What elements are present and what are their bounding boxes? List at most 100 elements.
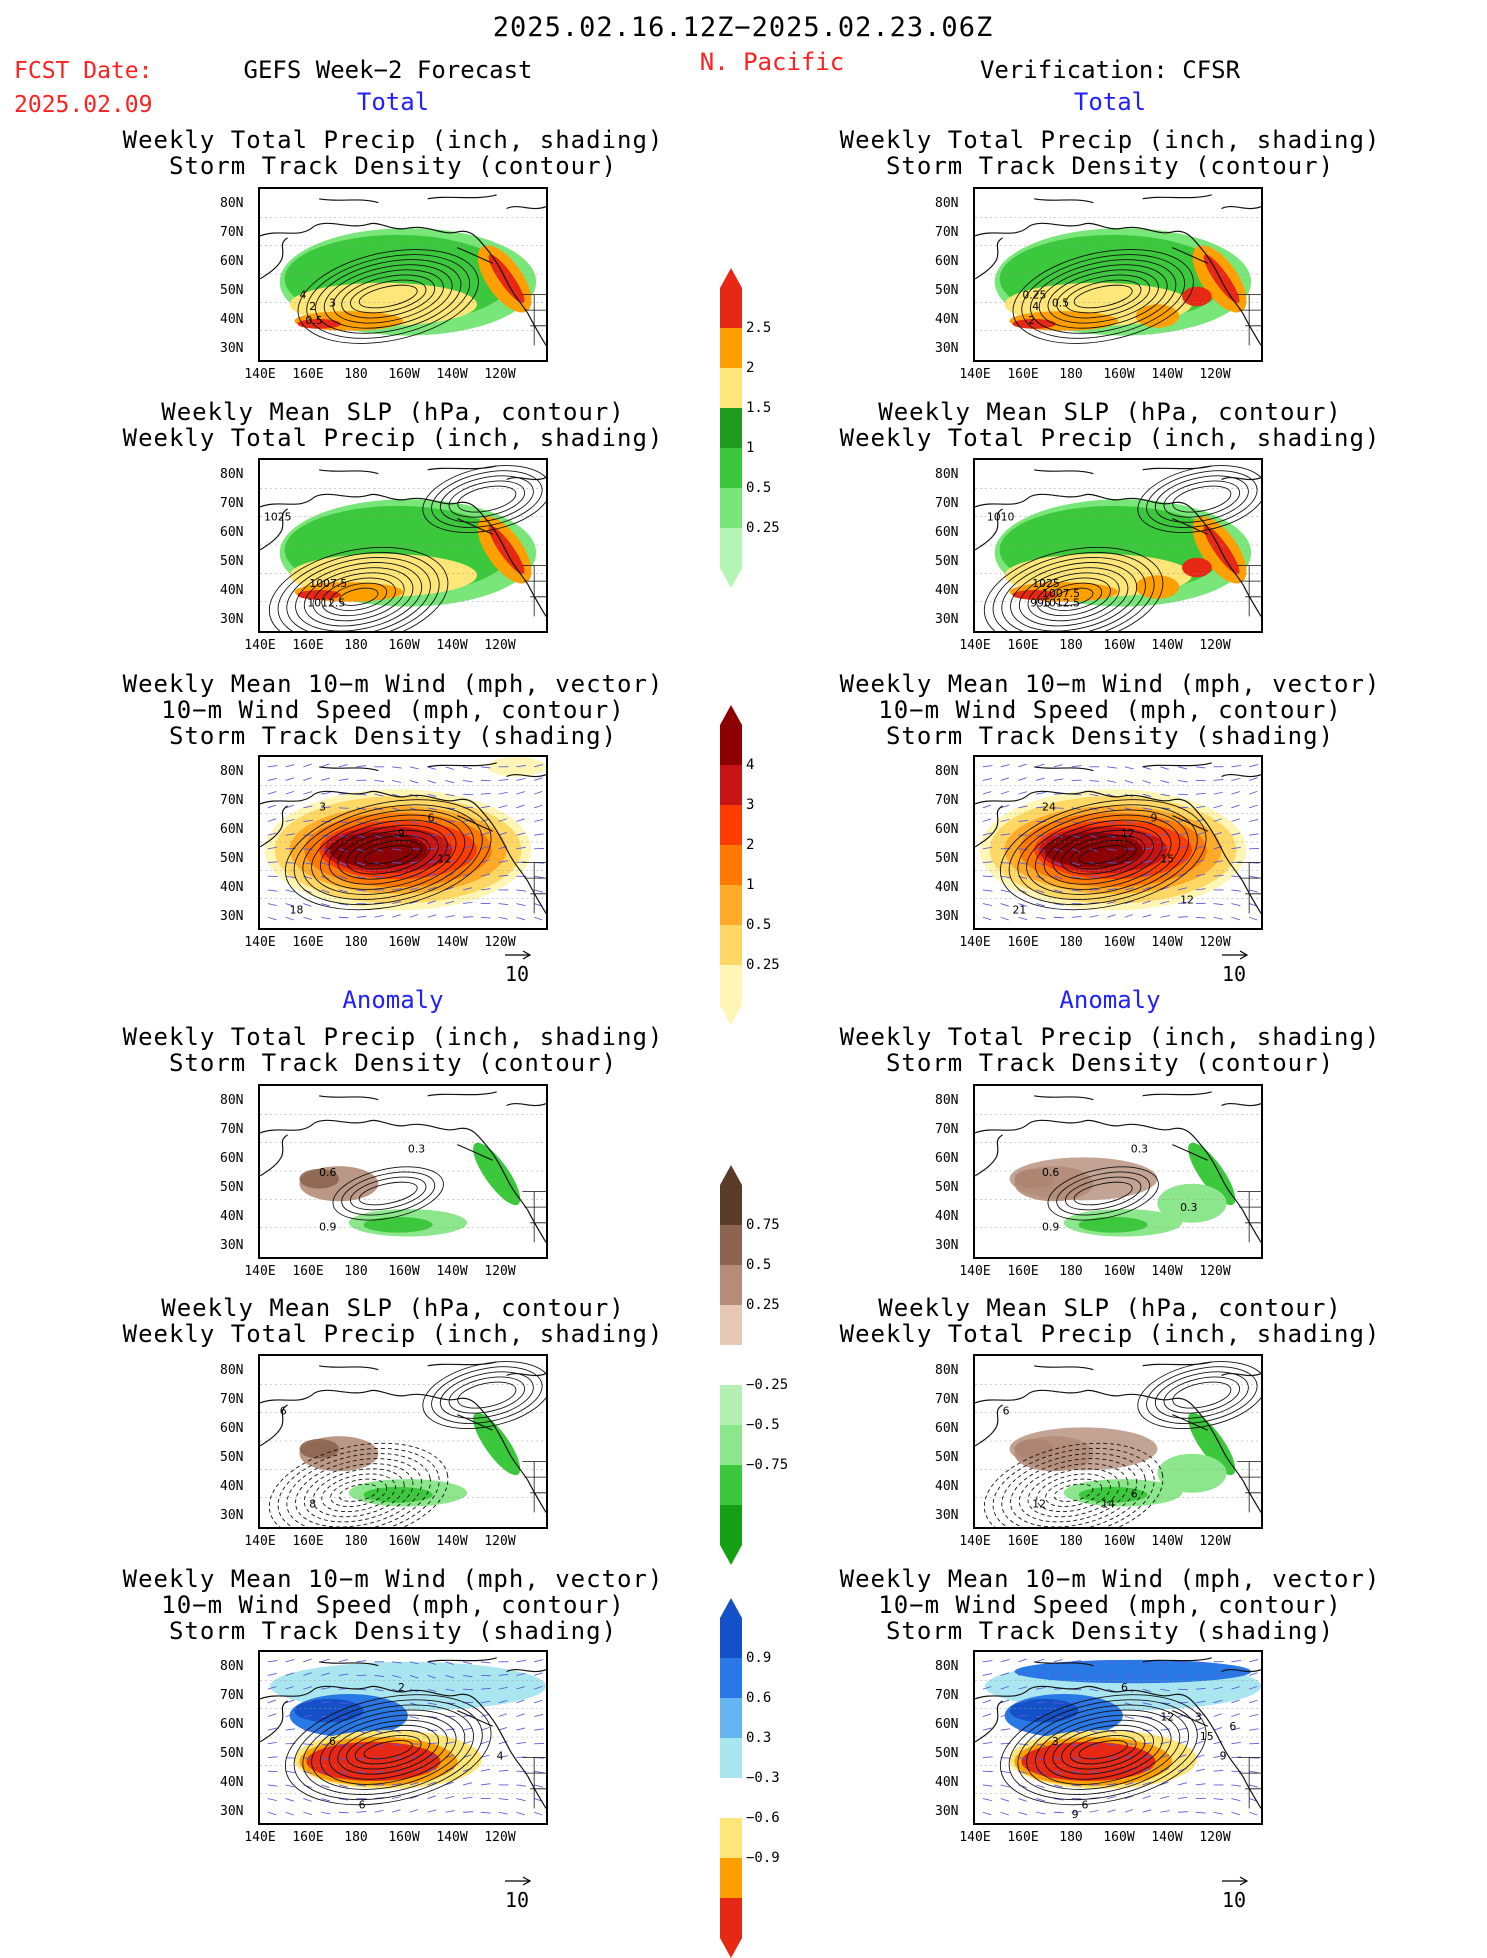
colorbar-swatch bbox=[720, 1225, 742, 1265]
section-label-total-left: Total bbox=[357, 90, 429, 114]
contour-label: 1007.5 bbox=[309, 577, 347, 590]
contour-label: 6 bbox=[359, 1798, 366, 1811]
lat-tick-label: 40N bbox=[935, 1210, 958, 1223]
lon-tick-label: 180 bbox=[344, 1265, 367, 1278]
contour-label: 0.9 bbox=[319, 1221, 336, 1234]
lat-tick-label: 40N bbox=[935, 881, 958, 894]
colorbar-arrow-bottom bbox=[720, 1005, 742, 1025]
colorbar-level-label: 0.25 bbox=[746, 1298, 780, 1312]
contour-label: 12 bbox=[1180, 894, 1194, 907]
lat-tick-label: 80N bbox=[220, 1094, 243, 1107]
lat-tick-label: 80N bbox=[220, 1364, 243, 1377]
lat-tick-label: 40N bbox=[935, 1776, 958, 1789]
contour-label: 0.3 bbox=[408, 1142, 425, 1155]
lat-tick-label: 30N bbox=[220, 1239, 243, 1252]
lat-tick-label: 30N bbox=[935, 613, 958, 626]
precip-anom-dark bbox=[299, 1439, 338, 1459]
contour-label: 6 bbox=[428, 812, 435, 825]
lat-tick-label: 60N bbox=[935, 526, 958, 539]
lat-tick-label: 50N bbox=[220, 284, 243, 297]
colorbar-level-label: 0.5 bbox=[746, 918, 771, 932]
panel-title-line: Weekly Total Precip (inch, shading) bbox=[123, 128, 664, 152]
lon-tick-label: 140W bbox=[436, 639, 467, 652]
lon-tick-label: 140E bbox=[959, 1265, 990, 1278]
lon-tick-label: 160E bbox=[1007, 368, 1038, 381]
lon-tick-label: 120W bbox=[484, 1265, 515, 1278]
panel-title-line: 10−m Wind Speed (mph, contour) bbox=[878, 698, 1341, 722]
lon-tick-label: 140E bbox=[959, 936, 990, 949]
lat-tick-label: 30N bbox=[935, 342, 958, 355]
lat-tick-label: 60N bbox=[220, 1718, 243, 1731]
contour-label: 9 bbox=[1151, 812, 1158, 825]
contour-label: 4 bbox=[1032, 300, 1039, 313]
lon-tick-label: 140W bbox=[1151, 1265, 1182, 1278]
lon-tick-label: 140E bbox=[959, 1535, 990, 1548]
colorbar-swatch bbox=[720, 1305, 742, 1345]
section-label-anomaly-left: Anomaly bbox=[342, 988, 443, 1012]
precip-shade-orange-2 bbox=[1136, 575, 1179, 598]
panel-title-line: Storm Track Density (shading) bbox=[886, 724, 1334, 748]
lon-tick-label: 160W bbox=[1103, 639, 1134, 652]
colorbar-arrow-top bbox=[720, 1598, 742, 1618]
vector-reference-arrow bbox=[1220, 948, 1250, 962]
lat-tick-label: 40N bbox=[220, 1776, 243, 1789]
lat-tick-label: 80N bbox=[935, 1364, 958, 1377]
lat-tick-label: 50N bbox=[220, 1747, 243, 1760]
panel-title-line: Weekly Mean SLP (hPa, contour) bbox=[878, 1296, 1341, 1320]
contour-label: 0.5 bbox=[1052, 296, 1069, 309]
colorbar-level-label: −0.5 bbox=[746, 1418, 780, 1432]
colorbar-swatch bbox=[720, 1738, 742, 1778]
lat-tick-label: 60N bbox=[935, 1152, 958, 1165]
lat-tick-label: 60N bbox=[220, 1422, 243, 1435]
lon-tick-label: 160E bbox=[292, 1535, 323, 1548]
contour-label: 4 bbox=[497, 1750, 504, 1763]
lon-tick-label: 120W bbox=[484, 639, 515, 652]
panel-title-line: Weekly Total Precip (inch, shading) bbox=[840, 128, 1381, 152]
colorbar-level-label: 2.5 bbox=[746, 321, 771, 335]
section-label-total-right: Total bbox=[1074, 90, 1146, 114]
panel-title-line: Storm Track Density (shading) bbox=[886, 1619, 1334, 1643]
contour-label: 9 bbox=[398, 827, 405, 840]
lat-tick-label: 70N bbox=[220, 1123, 243, 1136]
colorbar-level-label: −0.9 bbox=[746, 1851, 780, 1865]
colorbar-swatch bbox=[720, 925, 742, 965]
colorbar-level-label: 0.6 bbox=[746, 1691, 771, 1705]
fcst-date-value: 2025.02.09 bbox=[14, 94, 152, 117]
lat-tick-label: 50N bbox=[220, 555, 243, 568]
lat-tick-label: 80N bbox=[935, 468, 958, 481]
contour-label: 12 bbox=[1032, 1498, 1046, 1511]
lat-tick-label: 60N bbox=[220, 255, 243, 268]
contour-label: 6 bbox=[1131, 1488, 1138, 1501]
lon-tick-label: 160W bbox=[388, 1265, 419, 1278]
lat-tick-label: 40N bbox=[220, 1480, 243, 1493]
precip-anom-green bbox=[1079, 1217, 1148, 1233]
contour-label: 6 bbox=[280, 1405, 287, 1418]
lon-tick-label: 180 bbox=[1059, 639, 1082, 652]
colorbar-swatch bbox=[720, 885, 742, 925]
lat-tick-label: 40N bbox=[220, 881, 243, 894]
lat-tick-label: 60N bbox=[220, 1152, 243, 1165]
lat-tick-label: 50N bbox=[935, 284, 958, 297]
colorbar-swatch bbox=[720, 845, 742, 885]
colorbar-level-label: −0.6 bbox=[746, 1811, 780, 1825]
panel-title-line: Weekly Mean SLP (hPa, contour) bbox=[161, 1296, 624, 1320]
colorbar-swatch bbox=[720, 1465, 742, 1505]
lon-tick-label: 160W bbox=[388, 936, 419, 949]
colorbar-swatch bbox=[720, 1898, 742, 1938]
colorbar-level-label: 0.3 bbox=[746, 1731, 771, 1745]
lat-tick-label: 30N bbox=[220, 342, 243, 355]
vector-reference-label: 10 bbox=[1222, 964, 1246, 984]
colorbar-level-label: −0.75 bbox=[746, 1458, 788, 1472]
lon-tick-label: 160W bbox=[1103, 1831, 1134, 1844]
lat-tick-label: 80N bbox=[935, 1094, 958, 1107]
lon-tick-label: 160W bbox=[388, 639, 419, 652]
lat-tick-label: 60N bbox=[935, 1422, 958, 1435]
lat-tick-label: 80N bbox=[935, 197, 958, 210]
contour-label: 3 bbox=[1195, 1710, 1202, 1723]
lon-tick-label: 140E bbox=[959, 639, 990, 652]
